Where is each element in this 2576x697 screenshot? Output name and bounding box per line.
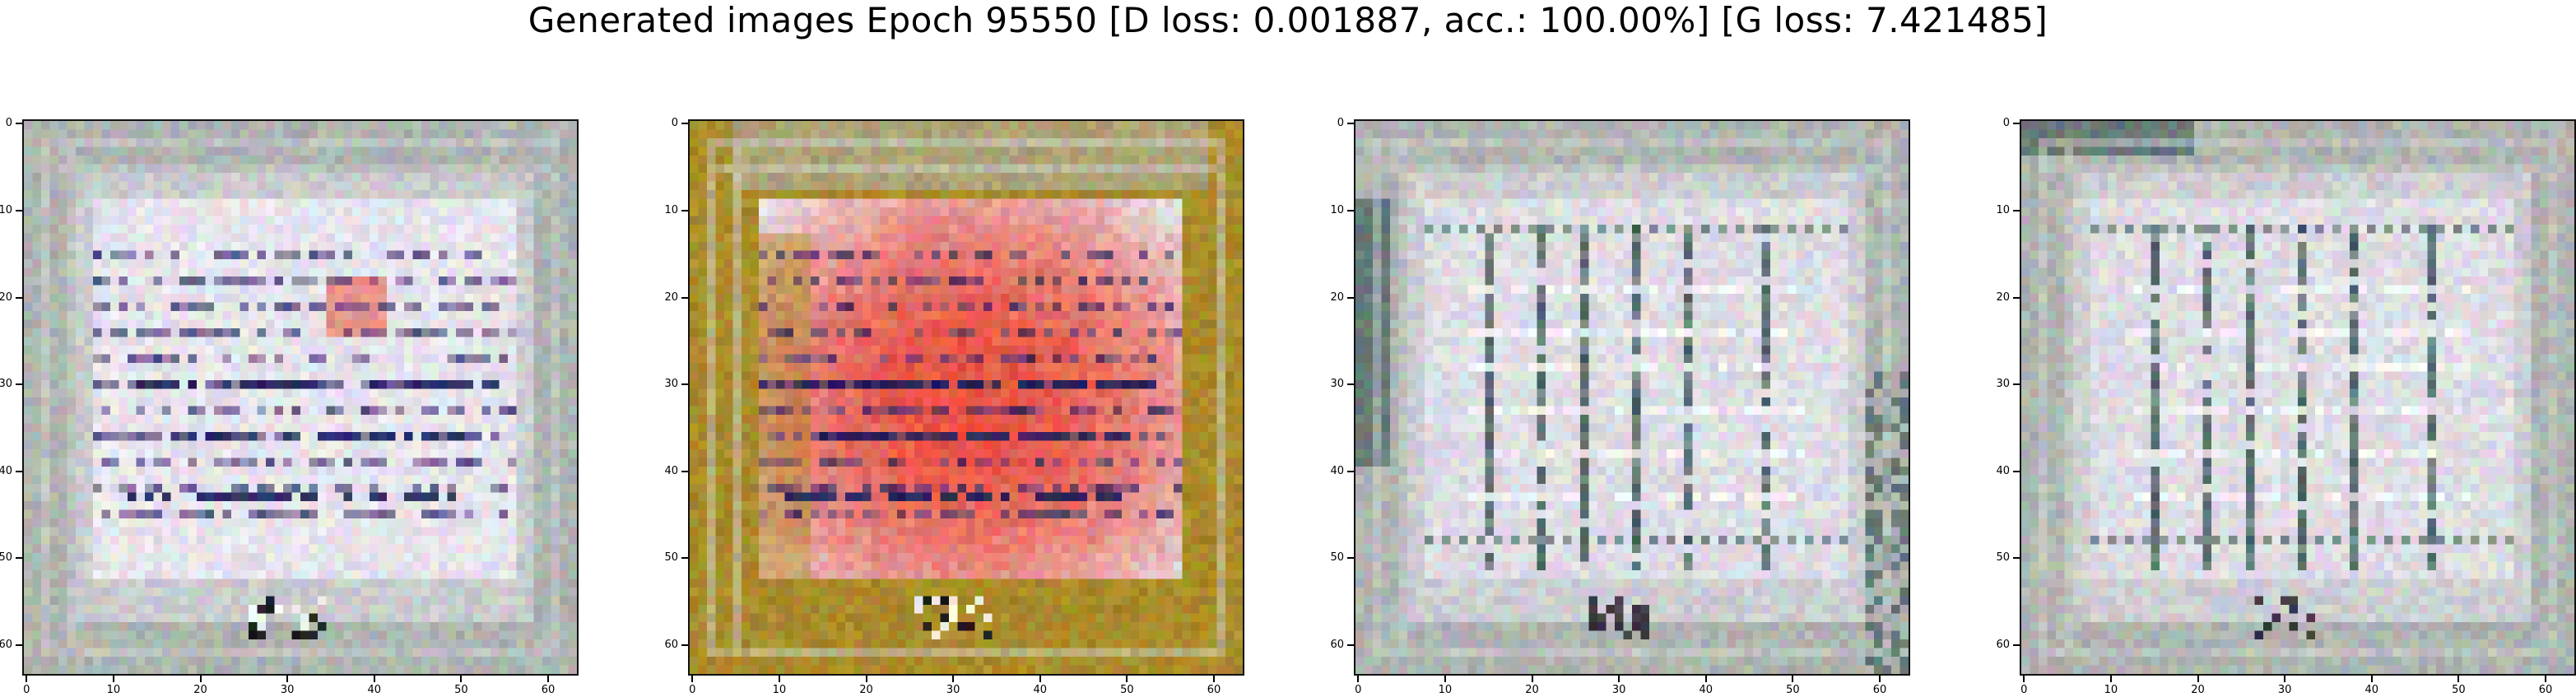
x-tick — [2545, 676, 2546, 682]
y-tick — [2013, 123, 2020, 124]
x-tick — [1705, 676, 1707, 682]
x-tick — [1213, 676, 1215, 682]
y-tick — [2013, 644, 2020, 646]
y-tick-label: 60 — [0, 639, 12, 652]
x-tick — [2284, 676, 2285, 682]
y-tick-label: 30 — [1316, 378, 1344, 391]
y-tick — [16, 297, 22, 299]
y-tick — [681, 297, 688, 299]
y-tick-label: 20 — [1316, 291, 1344, 304]
y-tick — [16, 123, 22, 124]
x-tick — [2197, 676, 2199, 682]
x-tick — [952, 676, 954, 682]
y-tick — [16, 644, 22, 646]
y-tick-label: 40 — [1316, 465, 1344, 478]
x-tick — [547, 676, 549, 682]
y-tick-label: 50 — [1316, 551, 1344, 565]
x-tick — [374, 676, 375, 682]
x-tick — [866, 676, 867, 682]
y-tick-label: 20 — [650, 291, 678, 304]
x-tick — [113, 676, 114, 682]
generated-image-1 — [22, 119, 579, 676]
y-tick — [1347, 471, 1354, 472]
x-tick — [1532, 676, 1533, 682]
y-tick-label: 30 — [650, 378, 678, 391]
x-tick — [1357, 676, 1359, 682]
y-tick — [16, 557, 22, 559]
generated-image-2 — [688, 119, 1244, 676]
y-tick-label: 50 — [0, 551, 12, 565]
x-tick — [460, 676, 462, 682]
y-tick-label: 30 — [0, 378, 12, 391]
x-tick — [691, 676, 693, 682]
y-tick-label: 60 — [1982, 639, 2010, 652]
x-tick — [2110, 676, 2112, 682]
y-tick-label: 40 — [650, 465, 678, 478]
y-tick-label: 10 — [1982, 204, 2010, 217]
generated-image-4 — [2020, 119, 2576, 676]
y-tick — [1347, 557, 1354, 559]
generated-image-3 — [1354, 119, 1910, 676]
x-tick — [1792, 676, 1793, 682]
x-tick — [200, 676, 202, 682]
x-tick — [286, 676, 288, 682]
y-tick — [2013, 297, 2020, 299]
figure-title: Generated images Epoch 95550 [D loss: 0.… — [0, 0, 2576, 41]
x-tick — [2023, 676, 2025, 682]
y-tick-label: 10 — [1316, 204, 1344, 217]
y-tick — [16, 210, 22, 211]
y-tick-label: 40 — [0, 465, 12, 478]
x-tick — [1444, 676, 1446, 682]
y-tick — [1347, 123, 1354, 124]
y-tick — [681, 210, 688, 211]
y-tick — [681, 123, 688, 124]
y-tick-label: 20 — [1982, 291, 2010, 304]
y-tick-label: 0 — [0, 117, 12, 130]
y-tick — [1347, 297, 1354, 299]
x-tick — [1618, 676, 1620, 682]
y-tick — [681, 644, 688, 646]
y-tick — [2013, 557, 2020, 559]
x-tick — [2457, 676, 2459, 682]
y-tick — [681, 557, 688, 559]
x-tick — [779, 676, 780, 682]
x-tick — [1039, 676, 1041, 682]
y-tick — [1347, 644, 1354, 646]
y-tick-label: 50 — [1982, 551, 2010, 565]
y-tick — [681, 383, 688, 385]
y-tick — [681, 471, 688, 472]
y-tick — [1347, 210, 1354, 211]
y-tick-label: 0 — [1316, 117, 1344, 130]
y-tick-label: 10 — [0, 204, 12, 217]
y-tick — [1347, 383, 1354, 385]
y-tick-label: 0 — [650, 117, 678, 130]
y-tick-label: 60 — [650, 639, 678, 652]
y-tick — [16, 383, 22, 385]
x-tick — [26, 676, 27, 682]
y-tick-label: 60 — [1316, 639, 1344, 652]
y-tick-label: 30 — [1982, 378, 2010, 391]
y-tick — [2013, 471, 2020, 472]
x-tick — [1879, 676, 1881, 682]
y-tick-label: 40 — [1982, 465, 2010, 478]
x-tick — [2371, 676, 2373, 682]
y-tick-label: 0 — [1982, 117, 2010, 130]
y-tick — [2013, 383, 2020, 385]
y-tick-label: 50 — [650, 551, 678, 565]
y-tick — [2013, 210, 2020, 211]
y-tick-label: 20 — [0, 291, 12, 304]
y-tick — [16, 471, 22, 472]
y-tick-label: 10 — [650, 204, 678, 217]
x-tick — [1126, 676, 1128, 682]
